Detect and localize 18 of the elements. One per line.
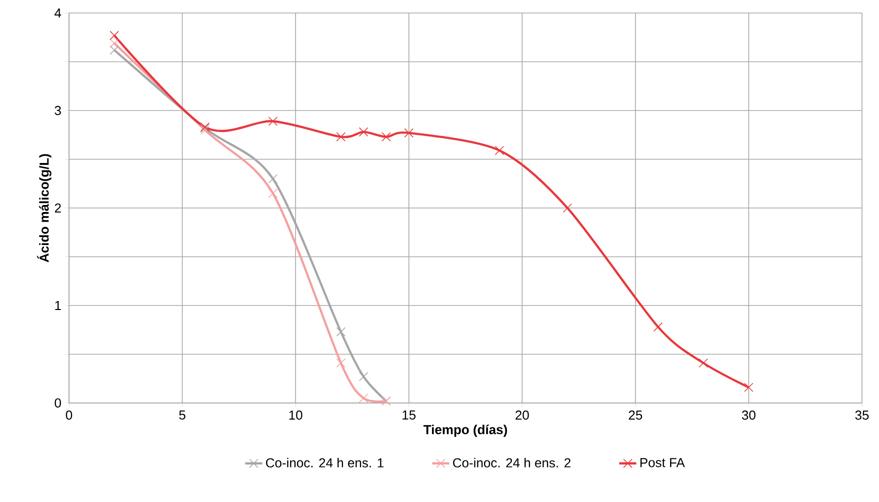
x-tick-label: 0 [66, 410, 72, 420]
y-tick-label: 0 [54, 398, 61, 408]
x-tick-label: 15 [402, 410, 416, 420]
x-tick-label: 25 [628, 410, 642, 420]
legend-label: Co-inoc. 24 h ens. 1 [266, 458, 384, 468]
y-tick-label: 1 [55, 301, 61, 310]
x-tick-label: 10 [289, 410, 302, 420]
y-axis-title: Ácido málico(g/L) [37, 154, 52, 262]
x-tick-label: 5 [179, 410, 186, 420]
y-tick-label: 4 [54, 8, 62, 18]
y-tick-label: 3 [54, 106, 61, 116]
x-tick-label: 30 [742, 410, 756, 420]
legend-label: Co-inoc. 24 h ens. 2 [453, 458, 570, 468]
x-axis-title: Tiempo (días) [424, 424, 507, 437]
y-tick-label: 2 [54, 203, 61, 213]
x-tick-label: 35 [855, 410, 869, 420]
legend-label: Post FA [640, 458, 685, 468]
x-tick-label: 20 [516, 410, 529, 420]
